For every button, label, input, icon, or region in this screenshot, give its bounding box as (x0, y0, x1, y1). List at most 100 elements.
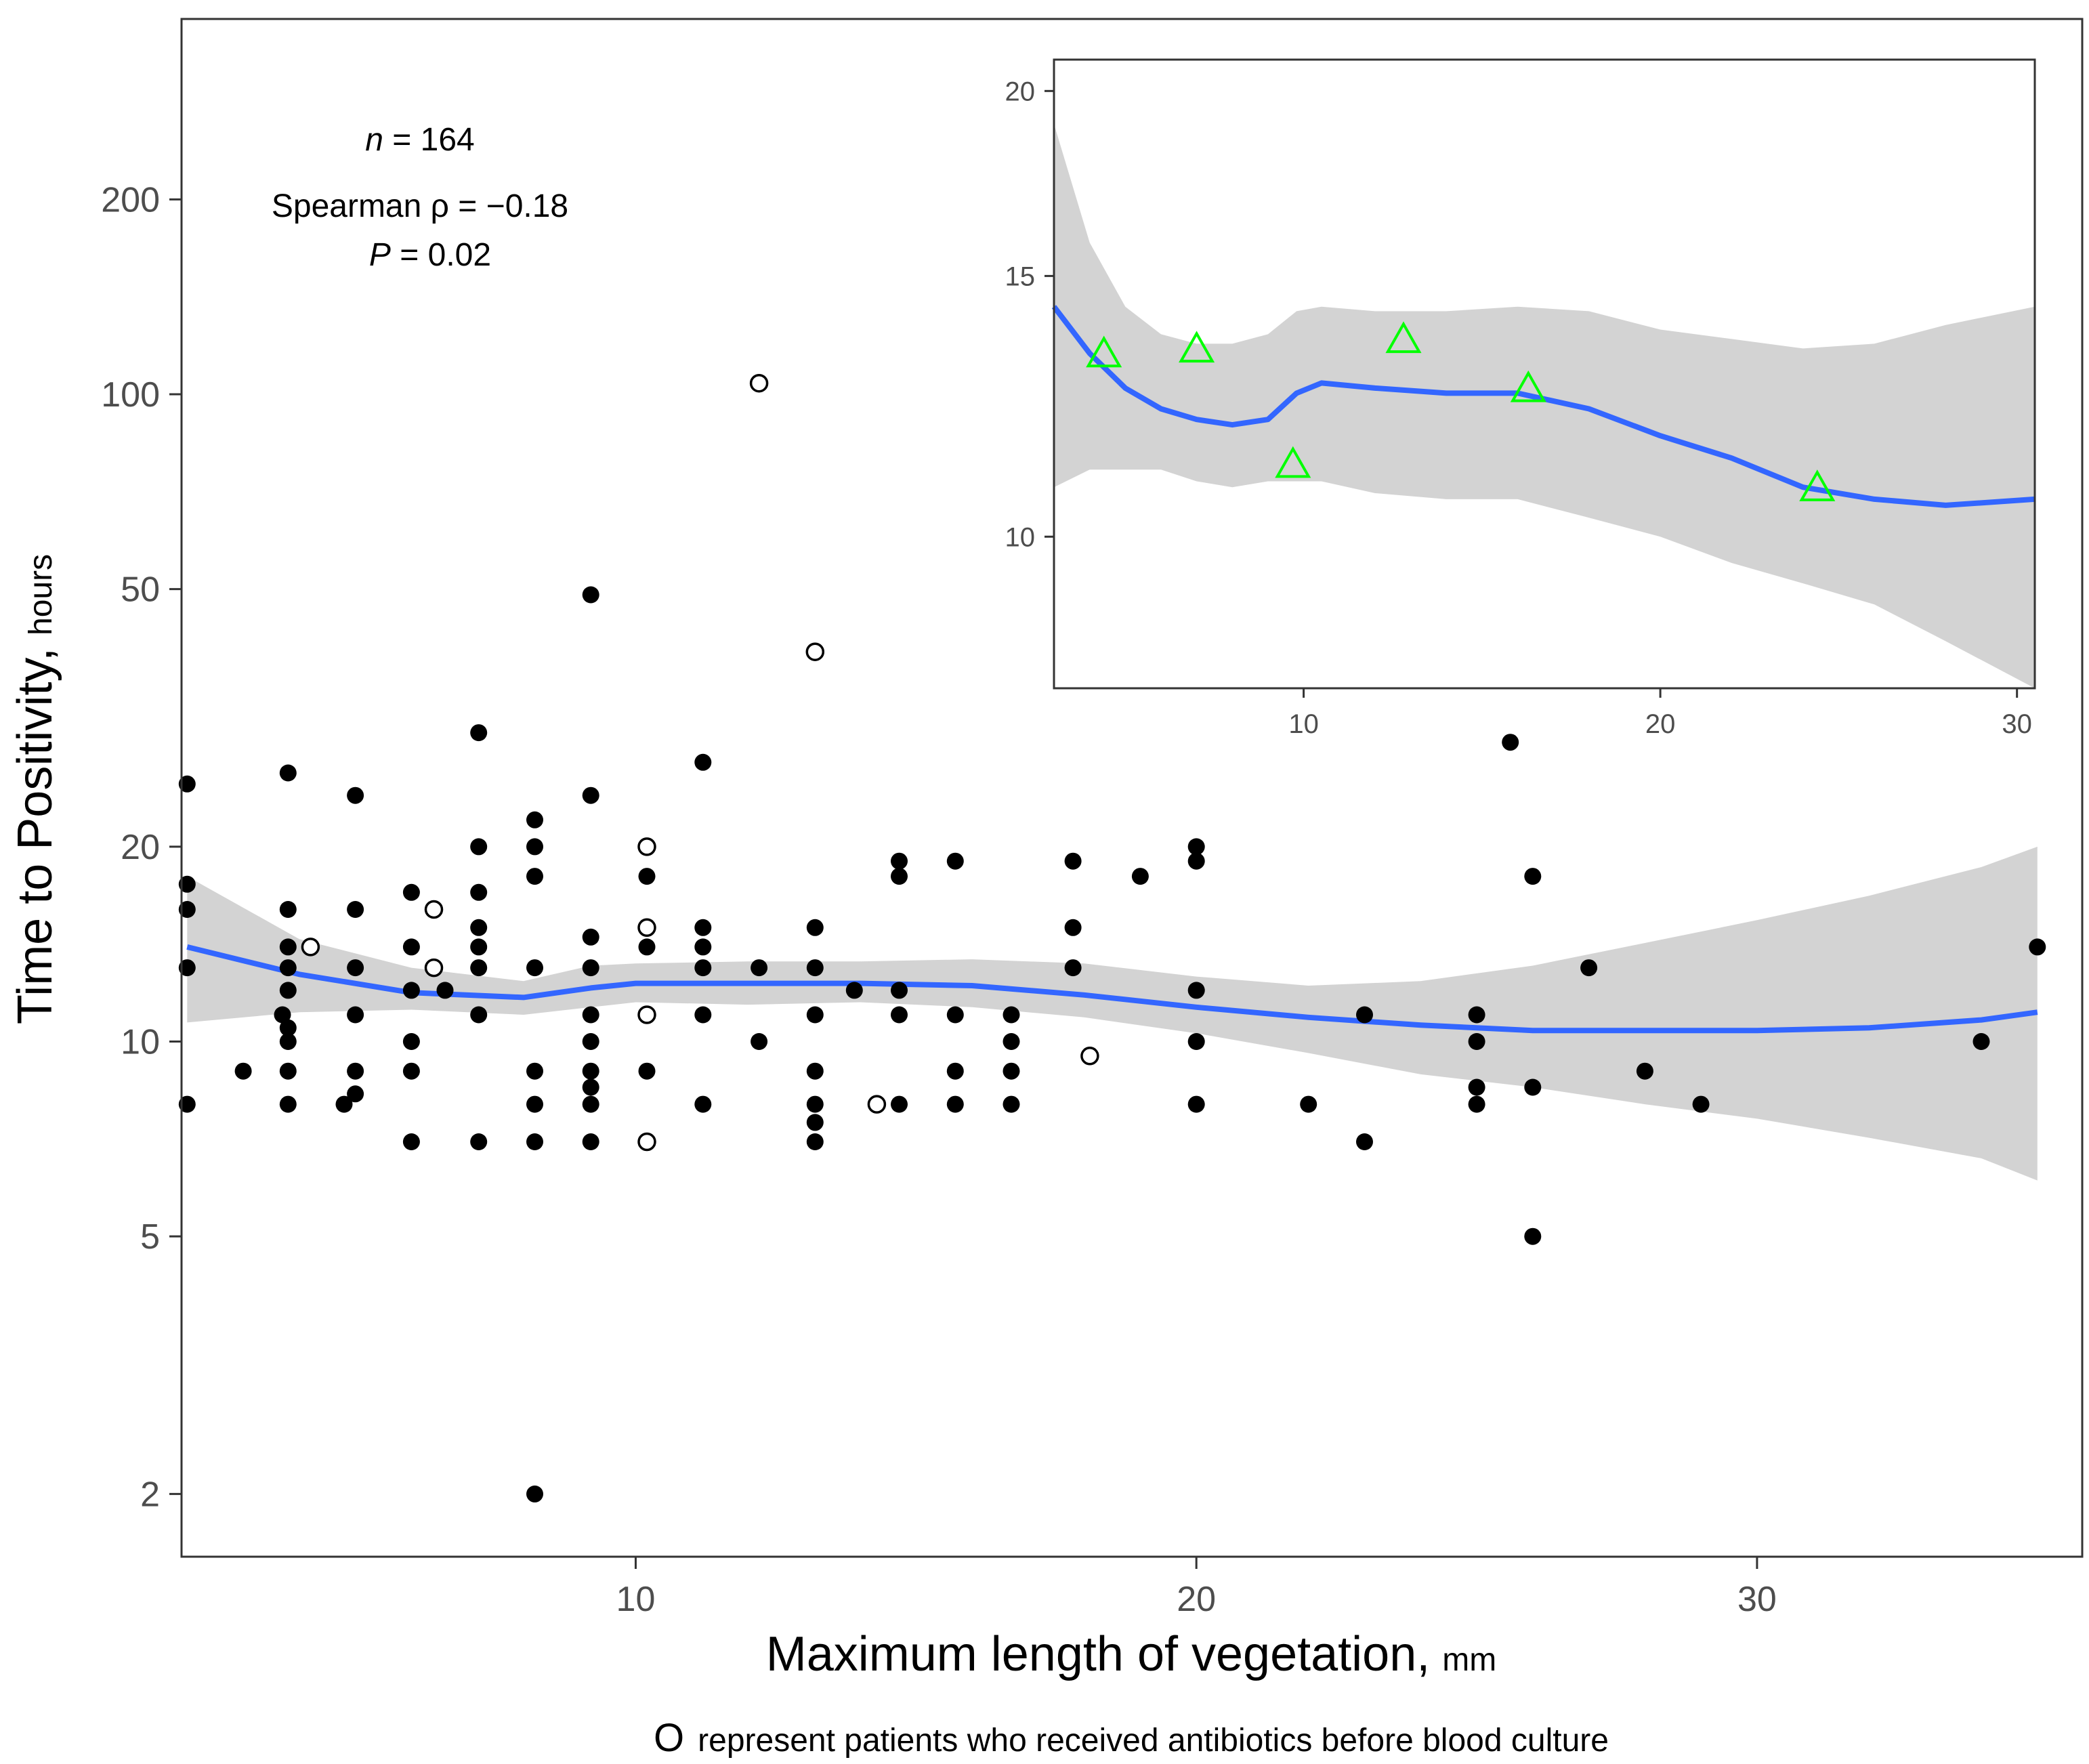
point-no-antibiotics (1502, 734, 1519, 751)
x-tick-label: 10 (616, 1580, 656, 1619)
point-antibiotics (637, 918, 656, 938)
point-no-antibiotics (347, 1062, 364, 1080)
point-no-antibiotics (1524, 868, 1542, 885)
inset-y-axis: 10 15 20 (1005, 77, 1054, 552)
point-antibiotics (637, 1005, 656, 1024)
point-no-antibiotics (806, 1006, 824, 1024)
point-no-antibiotics (279, 764, 297, 782)
y-tick-label: 100 (101, 375, 160, 415)
point-no-antibiotics (279, 982, 297, 999)
point-no-antibiotics (279, 938, 297, 956)
point-no-antibiotics (1636, 1062, 1653, 1080)
point-no-antibiotics (178, 875, 196, 893)
point-no-antibiotics (526, 838, 543, 856)
y-tick-label: 10 (121, 1023, 160, 1062)
point-no-antibiotics (638, 1062, 656, 1080)
inset-y-tick-label: 10 (1005, 522, 1036, 552)
point-no-antibiotics (470, 1133, 488, 1150)
point-no-antibiotics (279, 1033, 297, 1050)
point-no-antibiotics (806, 1133, 824, 1150)
point-no-antibiotics (946, 1095, 964, 1113)
point-no-antibiotics (582, 928, 599, 946)
x-axis-title: Maximum length of vegetation, mm (766, 1627, 1496, 1681)
point-no-antibiotics (1003, 1062, 1020, 1080)
point-no-antibiotics (751, 1033, 768, 1050)
point-no-antibiotics (402, 982, 420, 999)
point-no-antibiotics (402, 938, 420, 956)
inset-plot-panel: 10 20 30 10 15 20 (1005, 58, 2036, 739)
point-no-antibiotics (347, 1006, 364, 1024)
point-no-antibiotics (806, 1062, 824, 1080)
point-no-antibiotics (638, 868, 656, 885)
point-no-antibiotics (582, 1062, 599, 1080)
inset-triangle-markers (1086, 321, 1836, 501)
point-no-antibiotics (347, 901, 364, 918)
point-no-antibiotics (1524, 1227, 1542, 1245)
n-label: n (365, 122, 383, 158)
p-value: = 0.02 (391, 237, 491, 273)
point-no-antibiotics (946, 1062, 964, 1080)
inset-triangle-point (1275, 446, 1311, 478)
point-no-antibiotics (751, 959, 768, 977)
point-no-antibiotics (279, 959, 297, 977)
point-antibiotics (424, 900, 444, 919)
point-no-antibiotics (347, 786, 364, 804)
y-tick-label: 50 (121, 570, 160, 610)
point-no-antibiotics (694, 959, 712, 977)
point-no-antibiotics (526, 959, 543, 977)
point-no-antibiotics (891, 852, 908, 870)
point-no-antibiotics (806, 919, 824, 936)
point-no-antibiotics (582, 1078, 599, 1096)
point-no-antibiotics (946, 852, 964, 870)
footnote-symbol: O (654, 1716, 684, 1760)
point-no-antibiotics (526, 1133, 543, 1150)
x-axis-title-text: Maximum length of vegetation, (766, 1627, 1431, 1681)
n-value: = 164 (383, 122, 475, 158)
point-no-antibiotics (402, 1033, 420, 1050)
point-no-antibiotics (279, 1019, 297, 1036)
point-no-antibiotics (582, 959, 599, 977)
point-no-antibiotics (694, 919, 712, 936)
point-no-antibiotics (402, 1133, 420, 1150)
point-no-antibiotics (1131, 868, 1149, 885)
point-no-antibiotics (335, 1095, 353, 1113)
x-axis-unit: mm (1442, 1642, 1496, 1678)
point-no-antibiotics (1300, 1095, 1317, 1113)
inset-y-tick-label: 20 (1005, 77, 1036, 106)
point-no-antibiotics (178, 775, 196, 793)
inset-x-tick-label: 30 (2002, 709, 2032, 739)
main-plot-panel: 10 20 30 2 5 10 20 50 100 200 n = 164 Spearman ρ… (8, 18, 2084, 1760)
point-antibiotics (637, 1132, 656, 1152)
point-no-antibiotics (582, 1095, 599, 1113)
point-no-antibiotics (891, 1006, 908, 1024)
inset-x-tick-label: 20 (1645, 709, 1676, 739)
point-no-antibiotics (806, 959, 824, 977)
point-no-antibiotics (638, 938, 656, 956)
inset-smooth-curve (1051, 305, 2035, 508)
y-tick-label: 2 (140, 1475, 160, 1514)
point-no-antibiotics (1064, 959, 1082, 977)
point-no-antibiotics (1187, 1033, 1205, 1050)
inset-triangle-point (1086, 335, 1122, 368)
point-no-antibiotics (436, 982, 454, 999)
point-no-antibiotics (946, 1006, 964, 1024)
point-antibiotics (301, 938, 320, 957)
point-no-antibiotics (1468, 1006, 1485, 1024)
point-no-antibiotics (1692, 1095, 1710, 1113)
main-confidence-band (187, 846, 2038, 1181)
point-no-antibiotics (1064, 919, 1082, 936)
point-no-antibiotics (2029, 938, 2046, 956)
inset-x-axis: 10 20 30 (1288, 688, 2032, 739)
point-no-antibiotics (470, 838, 488, 856)
point-no-antibiotics (402, 883, 420, 901)
x-tick-label: 30 (1737, 1580, 1777, 1619)
point-no-antibiotics (582, 586, 599, 604)
y-axis-unit: hours (23, 554, 59, 635)
point-no-antibiotics (806, 1114, 824, 1131)
point-no-antibiotics (1003, 1033, 1020, 1050)
point-no-antibiotics (1187, 852, 1205, 870)
main-plot-border (180, 18, 2084, 1558)
point-antibiotics (749, 373, 769, 393)
